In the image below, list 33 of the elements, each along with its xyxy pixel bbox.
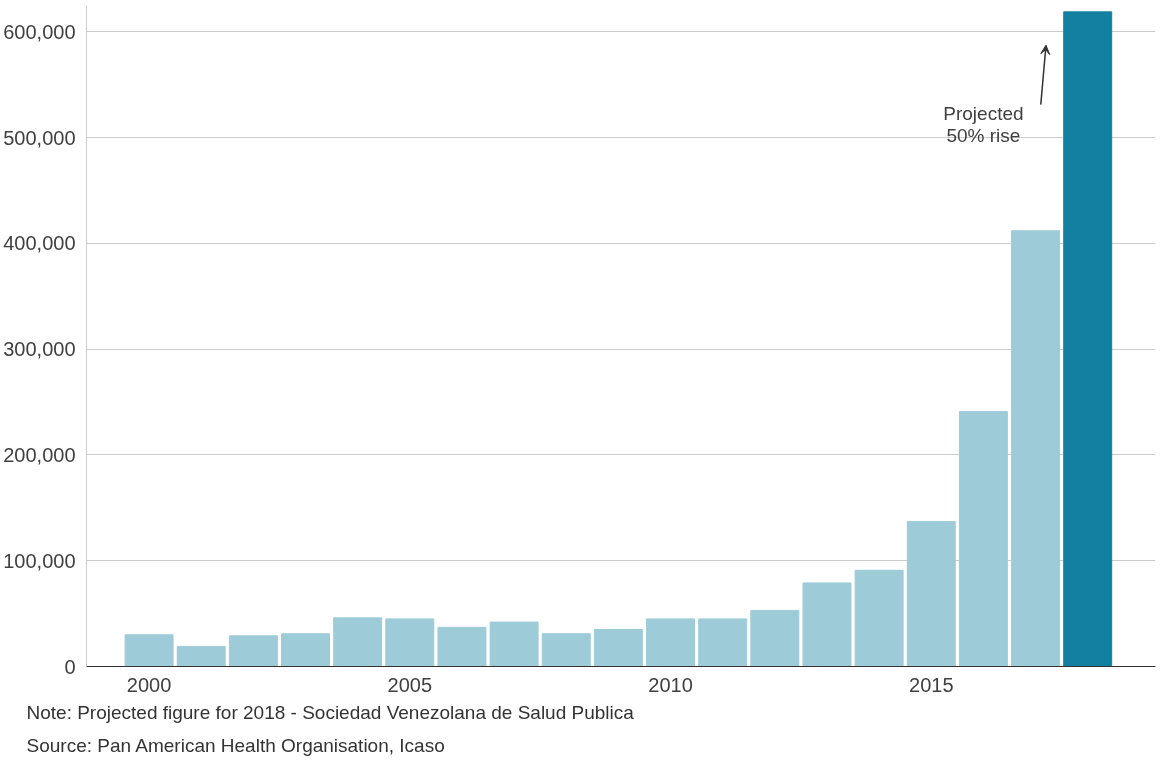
y-tick-label: 400,000 — [3, 232, 76, 255]
bar — [541, 633, 591, 667]
bar — [333, 617, 383, 667]
text: Note: Projected figure for 2018 - Sociedad Venezolana de Salud Publica — [26, 701, 635, 723]
bar — [228, 635, 278, 667]
bar — [750, 609, 800, 667]
annotation: Projected 50% rise — [943, 102, 1024, 146]
bar — [281, 633, 330, 667]
bar — [1063, 11, 1113, 667]
bar — [958, 411, 1008, 667]
y-tick-label: 600,000 — [3, 20, 76, 43]
bar — [489, 621, 539, 667]
bar — [1011, 230, 1061, 667]
x-tick-label: 2015 — [909, 673, 954, 696]
bar — [906, 521, 956, 667]
bar — [437, 626, 487, 667]
y-tick-label: 200,000 — [3, 443, 76, 466]
bar — [854, 569, 904, 667]
bar — [698, 618, 748, 667]
x-tick-label: 2010 — [648, 673, 693, 696]
y-tick-label: 0 — [64, 655, 76, 678]
bar — [802, 582, 852, 667]
bar — [385, 618, 435, 667]
bar — [646, 618, 696, 667]
x-tick-label: 2005 — [387, 673, 433, 696]
y-tick-label: 500,000 — [3, 126, 76, 149]
y-tick-label: 100,000 — [3, 549, 76, 572]
bar — [593, 628, 643, 667]
y-tick-label: 300,000 — [3, 338, 76, 361]
bar — [176, 645, 226, 667]
bar — [124, 634, 174, 667]
source-note: Source: Pan American Health Organisation, Icaso — [26, 734, 445, 756]
x-tick-label: 2000 — [126, 673, 172, 696]
